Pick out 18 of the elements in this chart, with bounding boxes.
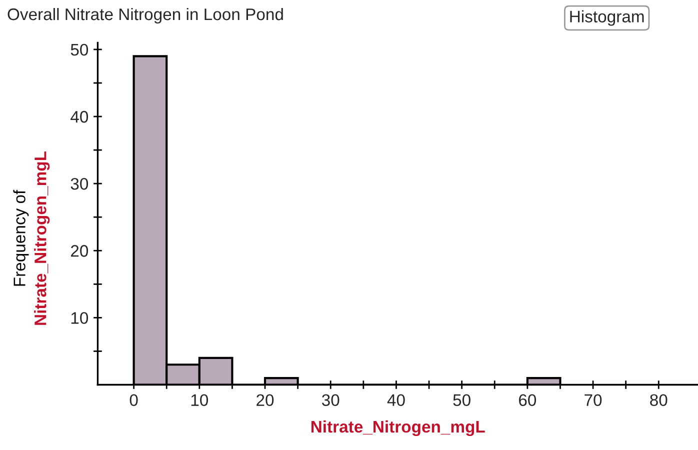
y-tick-label: 50 (70, 44, 88, 56)
x-tick-label: 20 (256, 394, 274, 406)
x-tick-label: 10 (191, 394, 208, 406)
x-tick-label: 80 (650, 394, 668, 406)
text: Histogram (570, 10, 644, 26)
y-axis-title: Frequency of Nitrate_Nitrogen_mgL (13, 151, 50, 325)
y-tick-label: 40 (70, 110, 88, 123)
x-tick-label: 40 (387, 394, 405, 406)
x-tick-label: 50 (453, 394, 470, 406)
x-tick-label: 30 (322, 394, 340, 406)
x-axis-title: Nitrate_Nitrogen_mgL (311, 420, 485, 436)
y-tick-label: 20 (70, 245, 88, 257)
y-tick-label: 10 (71, 312, 88, 324)
chart-title: Overall Nitrate Nitrogen in Loon Pond (8, 8, 283, 24)
x-tick-label: 70 (584, 394, 602, 406)
y-tick-label: 30 (70, 178, 88, 190)
x-tick-label: 0 (130, 394, 138, 406)
x-tick-label: 60 (519, 394, 536, 406)
